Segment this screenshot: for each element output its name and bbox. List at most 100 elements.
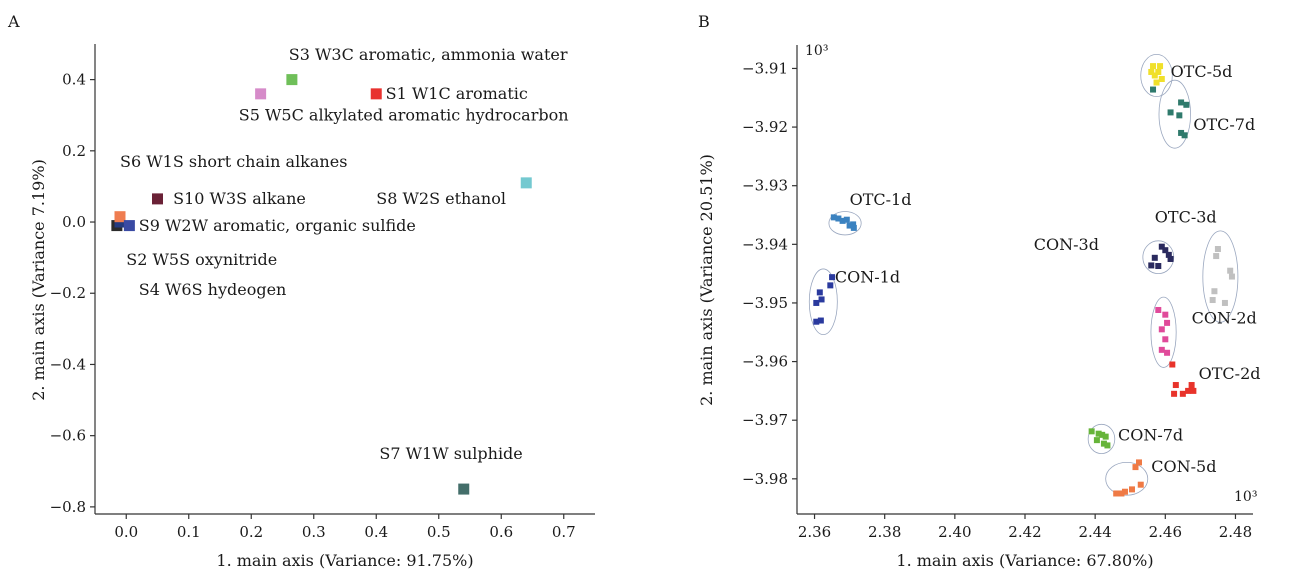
panel-b-ticks: 2.36 2.38 2.40 2.42 2.44 2.46 2.48 −3.98 −3.97 −3… — [742, 59, 1252, 541]
panel-a-point — [123, 220, 135, 232]
panel-a-point — [114, 211, 126, 223]
panel-a-annotation: S5 W5C alkylated aromatic hydrocarbon — [239, 106, 569, 125]
panel-b-point — [1176, 112, 1183, 119]
panel-b-y-tick-label: −3.97 — [742, 411, 788, 429]
panel-b-x-multiplier: 10³ — [1234, 489, 1257, 505]
panel-a-annotation: S7 W1W sulphide — [379, 444, 522, 463]
panel-b-point — [813, 299, 820, 306]
panel-b-point — [1167, 255, 1174, 262]
panel-b-point — [1162, 311, 1169, 318]
panel-b-point — [1088, 428, 1095, 435]
panel-b-points — [813, 63, 1235, 497]
panel-a-point — [152, 193, 163, 205]
panel-b-point — [1167, 109, 1174, 116]
panel-b-y-multiplier: 10³ — [805, 43, 828, 59]
panel-a-point — [458, 483, 470, 495]
panel-a-annotation: S2 W5S oxynitride — [126, 250, 277, 269]
panel-a-x-axis-title: 1. main axis (Variance: 91.75%) — [216, 551, 473, 570]
panel-b-point — [1121, 488, 1128, 495]
cluster-label: CON-7d — [1118, 426, 1183, 445]
panel-b-point — [1150, 86, 1157, 93]
panel-b-point — [1099, 431, 1106, 438]
panel-b-y-tick-label: −3.92 — [742, 118, 788, 136]
cluster-ellipse — [828, 211, 862, 236]
panel-a-annotation: S9 W2W aromatic, organic sulfide — [139, 216, 416, 235]
panel-b-point — [850, 221, 857, 228]
panel-b-point — [1172, 382, 1179, 389]
cluster-ellipse — [1142, 240, 1175, 275]
panel-b-y-axis-title: 2. main axis (Variance 20.51%) — [697, 154, 716, 406]
panel-b-point — [1137, 481, 1144, 488]
panel-b-x-axis-title: 1. main axis (Variance: 67.80%) — [896, 551, 1153, 570]
panel-a-label: A — [7, 12, 20, 31]
panel-b-point — [1118, 490, 1125, 497]
panel-b: B 10³ 10³ 2.36 2.38 2.40 2.42 2.44 2.46 2.48 −3… — [697, 12, 1260, 570]
panel-b-y-tick-label: −3.95 — [742, 294, 788, 312]
panel-b-point — [1178, 129, 1185, 136]
panel-a-ticks: 0.0 0.1 0.2 0.3 0.4 0.5 0.6 0.7 −0.8 −0.6 −0.4 −0.2… — [50, 71, 576, 541]
panel-a-y-tick-label: −0.2 — [50, 284, 86, 302]
cluster-label: CON-2d — [1192, 308, 1257, 327]
panel-a-x-tick-label: 0.5 — [427, 523, 451, 541]
panel-b-point — [1148, 68, 1155, 75]
panel-a-x-tick-label: 0.0 — [114, 523, 138, 541]
panel-b-point — [1211, 288, 1218, 295]
panel-b-point — [1102, 433, 1109, 440]
panel-b-point — [1221, 299, 1228, 306]
panel-b-point — [813, 318, 820, 325]
panel-b-point — [1100, 440, 1107, 447]
panel-b-ellipses — [808, 53, 1239, 496]
panel-b-x-tick-label: 2.40 — [938, 523, 971, 541]
panel-a-annotation: S10 W3S alkane — [173, 189, 306, 208]
panel-a-y-tick-label: 0.0 — [62, 213, 86, 231]
cluster-label: OTC-2d — [1199, 364, 1261, 383]
panel-a-y-tick-label: −0.6 — [50, 427, 86, 445]
panel-b-point — [1104, 442, 1111, 449]
panel-b-x-tick-label: 2.48 — [1219, 523, 1252, 541]
panel-b-point — [843, 216, 850, 223]
panel-b-y-tick-label: −3.93 — [742, 177, 788, 195]
panel-b-point — [1183, 101, 1190, 108]
panel-b-point — [818, 296, 825, 303]
panel-b-point — [1095, 430, 1102, 437]
cluster-label: OTC-3d — [1155, 208, 1217, 227]
panel-b-point — [1162, 247, 1169, 254]
panel-b-point — [1158, 76, 1165, 83]
panel-b-point — [846, 222, 853, 229]
cluster-label: OTC-1d — [850, 190, 912, 209]
panel-b-label: B — [698, 12, 710, 31]
panel-a-annotation: S4 W6S hydeogen — [139, 280, 287, 299]
panel-b-point — [1148, 262, 1155, 269]
panel-a-y-tick-label: −0.4 — [50, 355, 86, 373]
panel-a-x-tick-label: 0.2 — [239, 523, 263, 541]
panel-a-x-tick-label: 0.1 — [177, 523, 201, 541]
panel-a-y-axis-title: 2. main axis (Variance 7.19%) — [29, 159, 48, 401]
cluster-label: CON-5d — [1151, 457, 1216, 476]
panel-b-point — [1214, 246, 1221, 253]
panel-a-point — [520, 177, 532, 189]
panel-b-x-tick-label: 2.38 — [868, 523, 901, 541]
panel-b-point — [830, 214, 837, 221]
panel-b-cluster-labels: OTC-5d OTC-7d OTC-1d OTC-3d CON-3d CON-1d CON-… — [835, 62, 1261, 476]
panel-b-y-tick-label: −3.96 — [742, 353, 788, 371]
cluster-ellipse — [1087, 423, 1116, 455]
panel-a-points — [111, 74, 532, 495]
panel-b-point — [827, 282, 834, 289]
cluster-label: CON-1d — [835, 267, 900, 286]
panel-b-point — [1157, 63, 1164, 70]
panel-a-annotation: S1 W1C aromatic — [386, 84, 528, 103]
panel-a-x-tick-label: 0.3 — [302, 523, 326, 541]
panel-b-point — [1151, 254, 1158, 261]
panel-a-annotations: S3 W3C aromatic, ammonia water S1 W1C aro… — [120, 45, 569, 463]
panel-b-x-tick-label: 2.42 — [1008, 523, 1041, 541]
panel-b-point — [1113, 490, 1120, 497]
panel-b-point — [1228, 273, 1235, 280]
cluster-ellipse — [1140, 53, 1173, 97]
panel-b-point — [1162, 336, 1169, 343]
panel-a-x-tick-label: 0.6 — [489, 523, 513, 541]
panel-a-annotation: S8 W2S ethanol — [376, 189, 506, 208]
panel-b-point — [839, 217, 846, 224]
panel-a-y-tick-label: 0.4 — [62, 71, 86, 89]
panel-b-point — [1158, 346, 1165, 353]
panel-a: A 0.0 0.1 0.2 0.3 0.4 0.5 0.6 0.7 −0.8 −0.6 −0.4 −0… — [7, 12, 595, 570]
